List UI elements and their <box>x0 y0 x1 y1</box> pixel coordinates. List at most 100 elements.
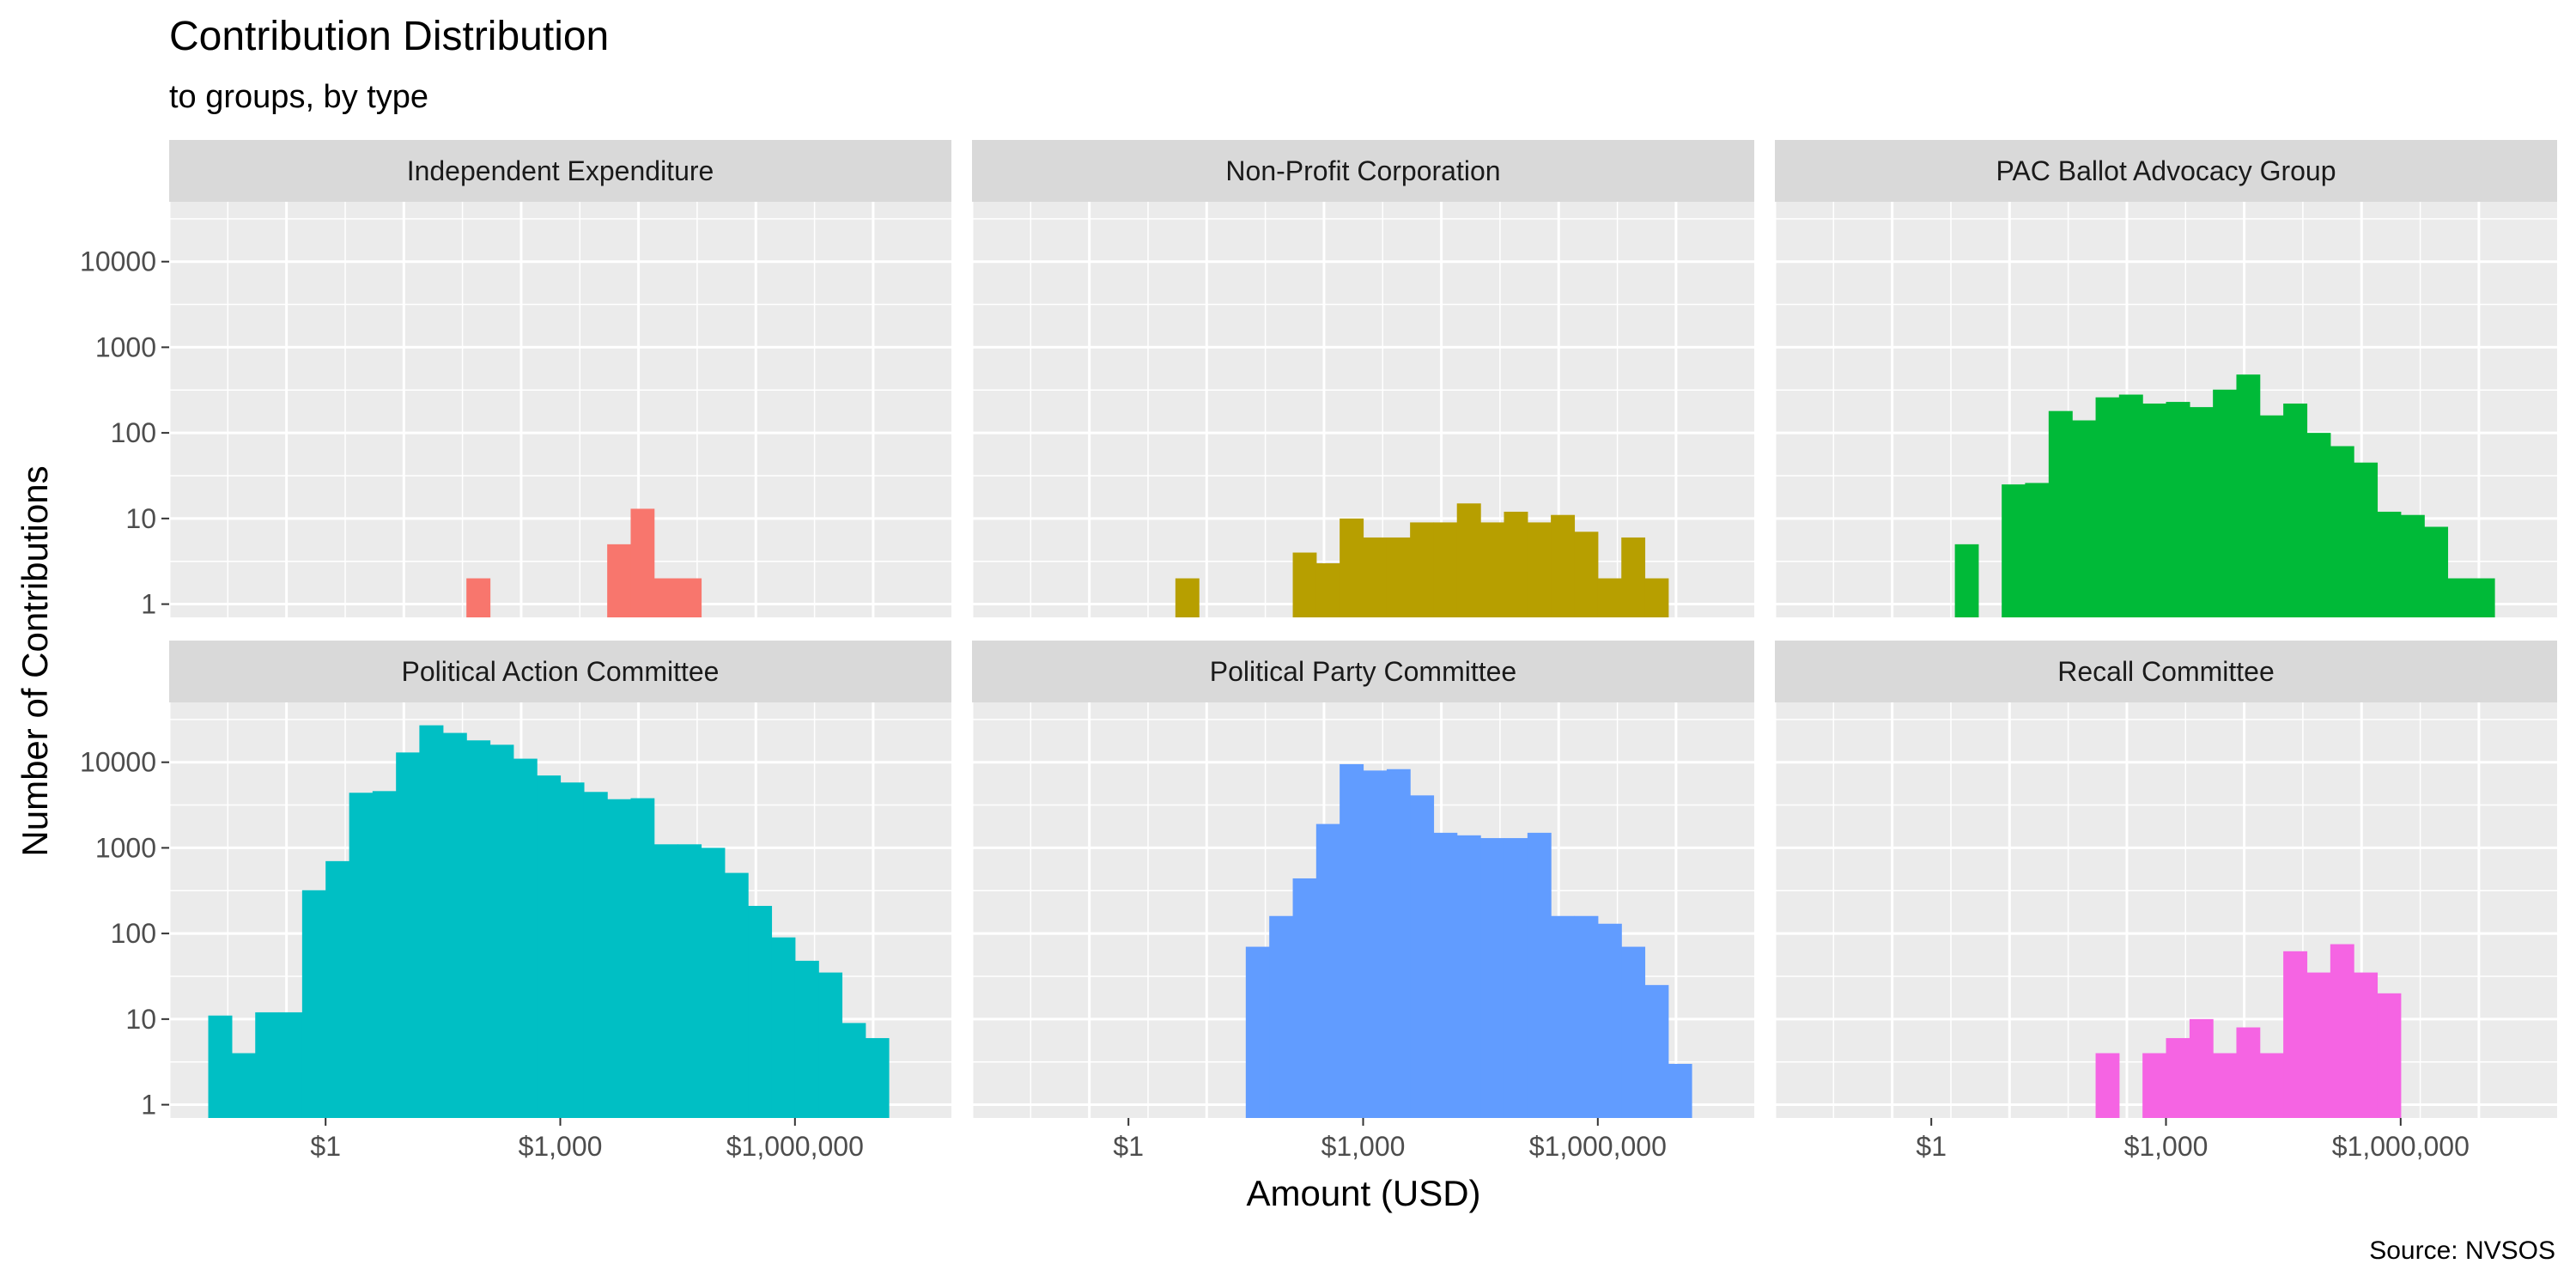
histogram-bar <box>301 890 326 1118</box>
facet-strip <box>169 140 951 202</box>
histogram-bar <box>1527 522 1552 617</box>
histogram-bar <box>1504 838 1528 1118</box>
facet-strip-label: Non-Profit Corporation <box>1225 155 1500 186</box>
histogram-bar <box>2306 972 2331 1118</box>
histogram-bar <box>1433 832 1458 1118</box>
histogram-bar <box>1480 522 1505 617</box>
histogram-bar <box>1433 522 1458 617</box>
histogram-bar <box>489 744 514 1118</box>
histogram-bar <box>2377 511 2402 617</box>
y-tick-label: 10000 <box>80 747 156 778</box>
histogram-bar <box>1386 769 1411 1118</box>
histogram-bar <box>724 872 749 1118</box>
histogram-bar <box>1340 763 1364 1118</box>
histogram-bar <box>630 798 655 1118</box>
histogram-bar <box>748 905 773 1118</box>
histogram-bar <box>607 799 632 1118</box>
histogram-bar <box>2330 446 2354 617</box>
facet-strip <box>169 641 951 702</box>
histogram-bar <box>607 544 632 617</box>
histogram-bar <box>1269 915 1294 1118</box>
facet-strip-label: Political Action Committee <box>402 656 720 687</box>
histogram-bar <box>865 1037 890 1118</box>
histogram-bar <box>278 1012 303 1118</box>
histogram-bar <box>2048 410 2073 617</box>
histogram-bar <box>2189 407 2214 617</box>
histogram-bar <box>2095 1053 2120 1118</box>
histogram-bar <box>1954 544 1979 617</box>
histogram-bar <box>2166 1037 2190 1118</box>
y-tick-label: 1 <box>141 1090 156 1121</box>
facet-strip-label: Political Party Committee <box>1210 656 1516 687</box>
histogram-bar <box>583 792 608 1118</box>
histogram-bar <box>1597 578 1622 617</box>
histogram-bar <box>1410 522 1435 617</box>
y-tick-label: 100 <box>111 918 156 949</box>
histogram-bar <box>2400 514 2425 617</box>
x-tick-label: $1,000,000 <box>1529 1131 1667 1162</box>
chart-title: Contribution Distribution <box>169 14 609 59</box>
histogram-bar <box>1668 1063 1692 1118</box>
histogram-bar <box>1315 562 1340 617</box>
histogram-bar <box>2283 403 2308 617</box>
facet-panel-political-party-committee: Political Party Committee <box>970 641 1754 1118</box>
x-tick-label: $1 <box>310 1131 341 1162</box>
y-tick-label: 100 <box>111 417 156 448</box>
histogram-bar <box>2259 1053 2284 1118</box>
histogram-bar <box>1504 511 1528 617</box>
histogram-bar <box>372 791 397 1118</box>
x-axis-ticks: $1 $1,000 $1,000,000 $1 $1,000 $1,000,000 $1 $1… <box>310 1118 2470 1162</box>
histogram-bar <box>396 752 420 1118</box>
histogram-bar <box>231 1053 256 1118</box>
histogram-bar <box>2283 951 2308 1118</box>
histogram-bar <box>818 972 843 1118</box>
histogram-bar <box>2118 394 2143 617</box>
histogram-bar <box>677 578 702 617</box>
histogram-bar <box>1480 838 1505 1118</box>
histogram-bar <box>1315 823 1340 1118</box>
histogram-bar <box>325 860 350 1118</box>
histogram-bar <box>466 578 491 617</box>
y-axis-ticks: 1 10 100 1000 10000 1 10 100 1000 10000 <box>80 246 169 1121</box>
histogram-bar <box>1456 835 1481 1118</box>
histogram-bar <box>841 1023 866 1118</box>
y-tick-label: 10 <box>125 1004 156 1035</box>
histogram-bar <box>2354 462 2379 617</box>
histogram-bar <box>1292 552 1317 617</box>
histogram-bar <box>1574 915 1599 1118</box>
histogram-bar <box>653 844 678 1118</box>
facet-panels: Independent Expenditure Non-Profit Corpor… <box>167 140 2557 1118</box>
histogram-bar <box>677 844 702 1118</box>
y-tick-label: 10 <box>125 503 156 534</box>
facet-panel-recall-committee: Recall Committee <box>1773 641 2557 1118</box>
histogram-bar <box>1644 985 1669 1118</box>
histogram-bar <box>1386 537 1411 617</box>
histogram-bar <box>653 578 678 617</box>
histogram-bar <box>1363 537 1388 617</box>
x-tick-label: $1,000 <box>2124 1131 2208 1162</box>
histogram-bar <box>537 775 562 1118</box>
histogram-bar <box>2213 1053 2238 1118</box>
histogram-bar <box>1340 518 1364 617</box>
histogram-bar <box>2095 397 2120 617</box>
histogram-bar <box>2330 944 2354 1118</box>
histogram-bar <box>1527 832 1552 1118</box>
histogram-bar <box>2002 484 2026 617</box>
histogram-bar <box>2025 483 2050 617</box>
histogram-bar <box>630 508 655 617</box>
histogram-bar <box>2189 1018 2214 1118</box>
chart-subtitle: to groups, by type <box>169 79 428 115</box>
histogram-bar <box>1410 795 1435 1118</box>
histogram-bar <box>1363 770 1388 1118</box>
facet-strip <box>972 641 1754 702</box>
y-tick-label: 1000 <box>95 331 156 362</box>
histogram-bar <box>560 782 585 1118</box>
histogram-bar <box>208 1015 233 1118</box>
histogram-bar <box>2470 578 2495 617</box>
histogram-bar <box>2166 402 2190 617</box>
histogram-bar <box>2142 403 2167 617</box>
histogram-bar <box>771 937 796 1118</box>
x-tick-label: $1,000 <box>519 1131 603 1162</box>
histogram-bar <box>1574 532 1599 617</box>
histogram-bar <box>2447 578 2472 617</box>
